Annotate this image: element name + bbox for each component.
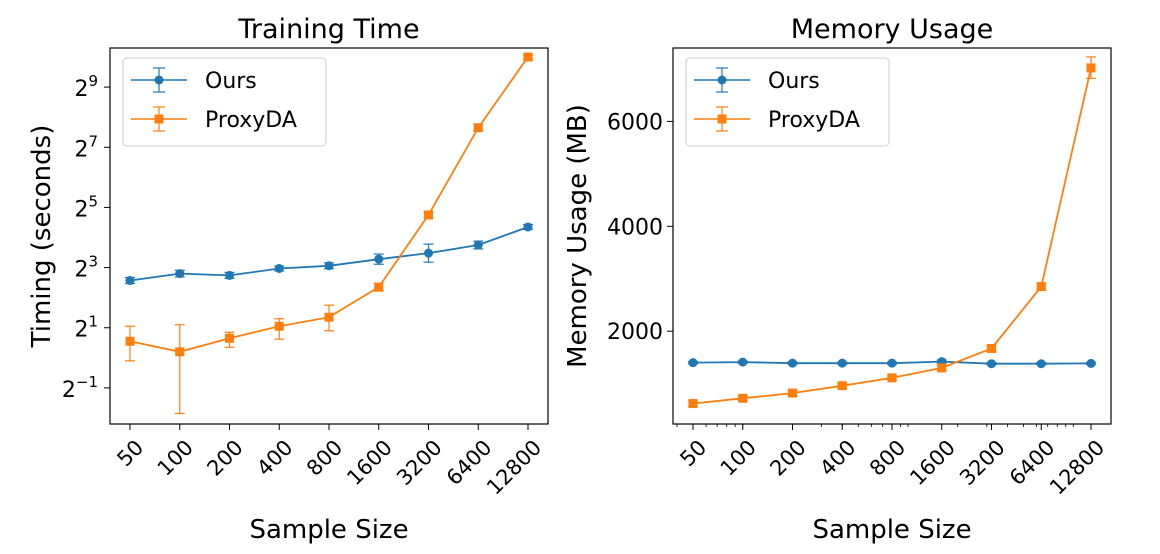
data-point-proxyda [523, 52, 533, 62]
legend-label-proxyda: ProxyDA [205, 108, 297, 133]
y-tick-label: 25 [74, 192, 98, 222]
y-tick-label: 29 [74, 72, 98, 102]
data-point-ours [274, 263, 284, 273]
chart-title: Memory Usage [791, 14, 994, 45]
data-point-ours [1036, 359, 1046, 369]
x-tick-label: 3200 [955, 435, 1010, 490]
data-point-ours [324, 261, 334, 271]
data-point-ours [125, 276, 135, 286]
data-point-proxyda [1036, 282, 1046, 292]
legend: Ours ProxyDA [685, 57, 890, 147]
x-tick-label: 200 [765, 435, 810, 480]
series-line-ours [129, 226, 529, 282]
x-tick-label: 12800 [1045, 435, 1109, 499]
x-tick-label: 100 [153, 435, 198, 480]
axes-frame [109, 47, 549, 425]
legend: Ours ProxyDA [122, 57, 327, 147]
x-tick-label: 800 [302, 435, 347, 480]
data-point-proxyda [473, 123, 483, 133]
x-tick-label: 12800 [482, 435, 546, 499]
legend-label-proxyda: ProxyDA [768, 108, 860, 133]
chart-training-time: Training Time 50 100 200 400 800160032006400… [27, 14, 549, 545]
axes-frame [672, 47, 1112, 425]
x-axis-label: Sample Size [249, 515, 408, 545]
data-point-proxyda [424, 210, 433, 220]
legend-entry-proxyda: ProxyDA [694, 106, 860, 133]
data-point-proxyda [324, 312, 334, 322]
x-axis-label: Sample Size [812, 515, 971, 545]
y-tick-label: 27 [74, 132, 98, 162]
data-point-ours [473, 240, 483, 250]
chart-title: Training Time [237, 14, 419, 45]
data-point-proxyda [937, 363, 947, 373]
data-point-ours [175, 269, 185, 279]
x-tick-label: 400 [252, 435, 297, 480]
data-point-ours [523, 222, 533, 232]
x-tick-label: 200 [202, 435, 247, 480]
chart-memory-usage: Memory Usage 50 100 200 400 8001600320064001… [563, 14, 1112, 545]
data-point-proxyda [738, 393, 748, 403]
x-tick-label: 400 [815, 435, 860, 480]
y-tick-label: 21 [74, 313, 98, 343]
data-point-proxyda [374, 282, 384, 292]
data-point-proxyda [125, 336, 135, 346]
y-tick-label: 4000 [607, 215, 663, 240]
legend-entry-ours: Ours [131, 67, 257, 94]
data-point-proxyda [887, 373, 897, 383]
y-tick-label: 2−1 [62, 373, 98, 403]
y-axis-label: Timing (seconds) [27, 125, 57, 349]
legend-entry-proxyda: ProxyDA [131, 106, 297, 133]
data-point-ours [987, 359, 996, 369]
y-tick-label: 2000 [607, 320, 663, 345]
data-point-proxyda [1086, 63, 1096, 73]
x-tick-label: 50 [112, 435, 148, 471]
data-point-proxyda [987, 343, 996, 353]
x-tick-label: 800 [865, 435, 910, 480]
legend-marker-proxyda [154, 114, 164, 124]
data-point-proxyda [175, 347, 185, 357]
data-point-proxyda [688, 399, 698, 409]
x-tick-label: 1600 [905, 435, 960, 490]
legend-marker-ours [154, 75, 164, 85]
x-tick-label: 50 [675, 435, 711, 471]
data-point-ours [374, 254, 384, 264]
legend-entry-ours: Ours [694, 67, 820, 94]
y-tick-label: 23 [74, 253, 98, 283]
x-tick-label: 100 [716, 435, 761, 480]
legend-label-ours: Ours [205, 69, 257, 94]
data-point-ours [1086, 358, 1096, 368]
data-point-ours [424, 248, 433, 258]
data-point-ours [887, 358, 897, 368]
data-point-ours [738, 357, 748, 367]
data-point-proxyda [225, 333, 234, 343]
y-tick-label: 6000 [607, 110, 663, 135]
legend-marker-proxyda [717, 114, 727, 124]
legend-label-ours: Ours [768, 69, 820, 94]
data-point-ours [688, 358, 698, 368]
data-point-ours [225, 270, 234, 280]
y-axis-label: Memory Usage (MB) [563, 104, 593, 368]
data-point-ours [837, 358, 847, 368]
x-tick-label: 1600 [342, 435, 397, 490]
legend-marker-ours [717, 75, 727, 85]
x-tick-label: 3200 [392, 435, 447, 490]
data-point-proxyda [788, 388, 797, 398]
data-point-proxyda [837, 381, 847, 391]
data-point-ours [788, 358, 797, 368]
data-point-proxyda [274, 321, 284, 331]
